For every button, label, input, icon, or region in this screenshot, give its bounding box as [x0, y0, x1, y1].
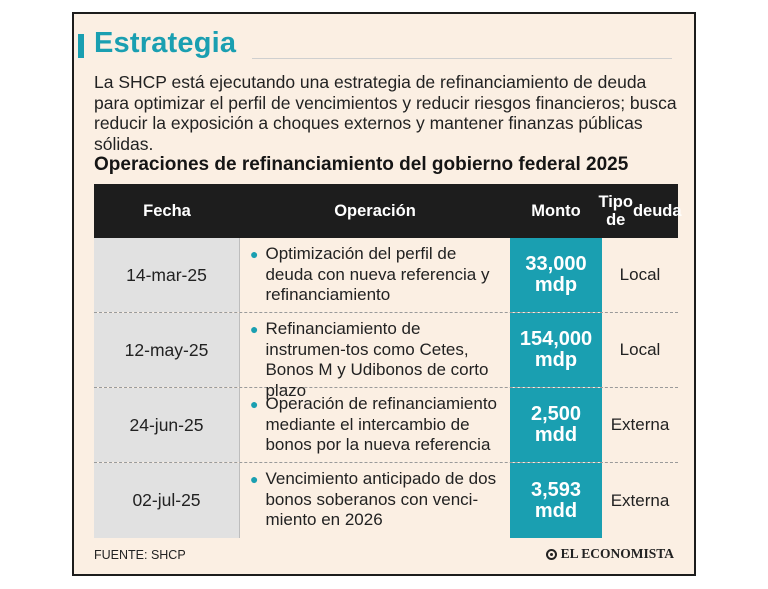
page-title: Estrategia [94, 27, 237, 59]
brand-logo: EL ECONOMISTA [545, 546, 674, 562]
amount-cell: 2,500 mdd [510, 388, 602, 462]
table-header: Fecha Operación Monto Tipo de deuda [94, 184, 682, 238]
amount-unit: mdd [534, 499, 578, 522]
operation-text: Optimización del perfil de deuda con nue… [265, 244, 490, 304]
infographic-card: Estrategia La SHCP está ejecutando una e… [72, 12, 696, 576]
debt-type-cell: Local [619, 340, 661, 359]
bullet-icon: ● [250, 321, 259, 337]
column-header-fecha: Fecha [143, 202, 191, 220]
column-header-tipo: Tipo de deuda [598, 184, 681, 238]
amount-unit: mdp [534, 349, 578, 371]
bullet-icon: ● [250, 246, 259, 262]
operation-text: Refinanciamiento de instrumen-tos como C… [265, 319, 489, 400]
amount-unit: mdp [534, 274, 578, 296]
table-row: 02-jul-25 ● Vencimiento anticipado de do… [94, 463, 678, 538]
intro-paragraph: La SHCP está ejecutando una estrategia d… [94, 72, 677, 154]
date-cell: 14-mar-25 [94, 238, 240, 312]
bullet-icon: ● [250, 471, 259, 487]
operation-cell: ● Vencimiento anticipado de dos bonos so… [240, 463, 510, 538]
operation-cell: ● Operación de refinanciamiento mediante… [240, 388, 510, 462]
amount-cell: 33,000 mdp [510, 238, 602, 312]
column-header-tipo-line2: deuda [632, 202, 682, 220]
amount-unit: mdd [534, 424, 578, 446]
bullet-icon: ● [250, 396, 259, 412]
amount-value: 2,500 [530, 403, 582, 425]
debt-type-cell: Externa [610, 415, 670, 434]
table-row: 24-jun-25 ● Operación de refinanciamient… [94, 388, 678, 463]
amount-cell: 3,593 mdd [510, 463, 602, 538]
debt-type-cell: Externa [610, 490, 670, 510]
column-header-tipo-line1: Tipo de [598, 193, 633, 229]
column-header-monto: Monto [531, 202, 581, 220]
source-note: FUENTE: SHCP [94, 548, 186, 562]
amount-cell: 154,000 mdp [510, 313, 602, 387]
date-cell: 02-jul-25 [94, 463, 240, 538]
date-cell: 12-may-25 [94, 313, 240, 387]
brand-mark-icon [545, 548, 557, 560]
title-accent-bar [78, 34, 84, 58]
operation-text: Operación de refinanciamiento mediante e… [265, 394, 497, 454]
brand-name: EL ECONOMISTA [560, 546, 674, 561]
debt-type-cell: Local [619, 265, 661, 284]
operation-text: Vencimiento anticipado de dos bonos sobe… [265, 469, 497, 529]
title-divider [252, 58, 672, 59]
table-row: 14-mar-25 ● Optimización del perfil de d… [94, 238, 678, 313]
refinancing-table: Fecha Operación Monto Tipo de deuda 14-m… [94, 184, 682, 538]
table-row: 12-may-25 ● Refinanciamiento de instrume… [94, 313, 678, 400]
amount-value: 33,000 [525, 253, 587, 275]
table-title: Operaciones de refinanciamiento del gobi… [94, 154, 629, 175]
column-header-operacion: Operación [334, 202, 416, 220]
amount-value: 154,000 [519, 328, 593, 350]
operation-cell: ● Optimización del perfil de deuda con n… [240, 238, 510, 312]
operation-cell: ● Refinanciamiento de instrumen-tos como… [240, 313, 510, 400]
date-cell: 24-jun-25 [94, 388, 240, 462]
amount-value: 3,593 [530, 478, 582, 501]
